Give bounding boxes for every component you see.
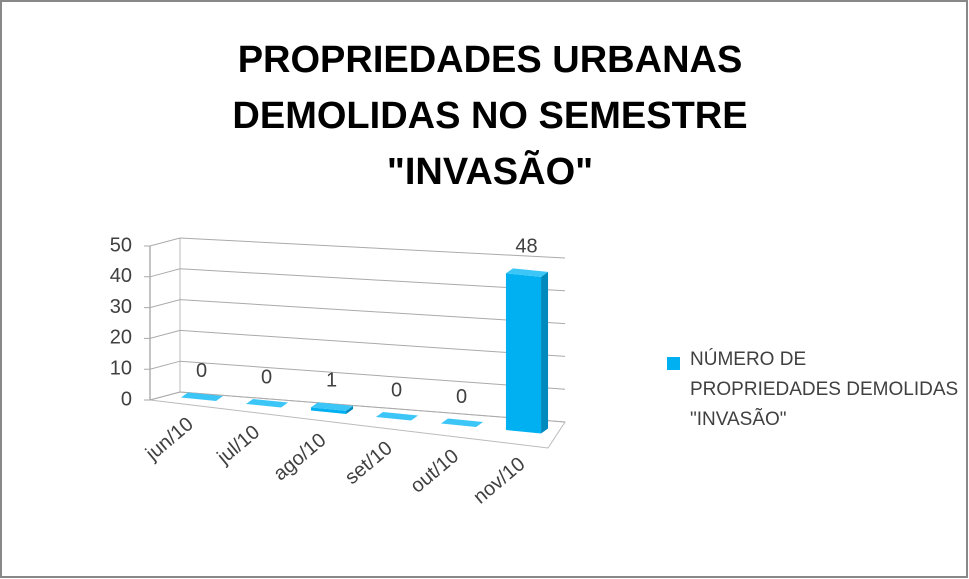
bar-side bbox=[346, 405, 354, 415]
data-label: 0 bbox=[391, 379, 402, 401]
bar-top bbox=[310, 402, 354, 411]
grid-line bbox=[144, 268, 566, 292]
y-tick-label: 20 bbox=[110, 327, 132, 349]
data-label: 0 bbox=[456, 386, 467, 408]
bar bbox=[505, 273, 542, 434]
grid-line bbox=[144, 360, 566, 390]
y-tick-label: 30 bbox=[110, 296, 132, 318]
bar-top bbox=[245, 398, 289, 408]
y-tick-label: 10 bbox=[110, 357, 132, 379]
legend-label: NÚMERO DE PROPRIEDADES DEMOLIDAS "INVASÃ… bbox=[690, 349, 959, 430]
grid-line bbox=[144, 299, 566, 325]
y-tick-label: 0 bbox=[121, 388, 132, 410]
bar bbox=[310, 407, 347, 415]
bar-top bbox=[375, 411, 419, 421]
bar-top bbox=[180, 392, 224, 402]
grid-line bbox=[144, 329, 566, 357]
chart-title: PROPRIEDADES URBANAS bbox=[238, 39, 743, 81]
grid-line bbox=[144, 391, 566, 423]
grid-line bbox=[144, 237, 566, 259]
data-label: 0 bbox=[196, 360, 207, 382]
bar-side bbox=[541, 271, 549, 434]
data-label: 48 bbox=[515, 236, 537, 258]
chart-title: DEMOLIDAS NO SEMESTRE bbox=[232, 95, 747, 137]
legend-swatch bbox=[667, 357, 680, 370]
data-label: 1 bbox=[326, 370, 337, 392]
chart-title: "INVASÃO" bbox=[387, 149, 593, 193]
y-tick-label: 40 bbox=[110, 265, 132, 287]
y-tick-label: 50 bbox=[110, 234, 132, 256]
bar-top bbox=[440, 418, 484, 428]
bar-top bbox=[505, 268, 549, 277]
data-label: 0 bbox=[261, 366, 272, 388]
